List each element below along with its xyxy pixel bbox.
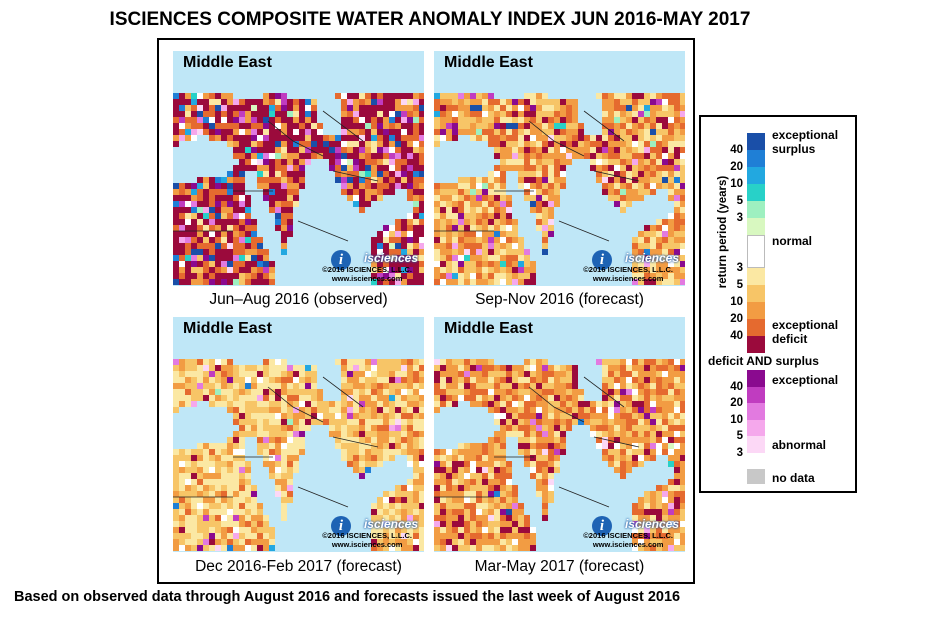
legend-swatch-deficit [747,268,765,285]
anomaly-raster [173,359,424,551]
footnote: Based on observed data through August 20… [14,589,681,605]
anomaly-raster [434,359,685,551]
region-label: Middle East [183,54,272,71]
isciences-logo-icon: i [592,516,612,536]
maps-frame: Middle East i isciences ©2016 ISCIENCES,… [157,38,695,584]
legend-axis-title: return period (years) [717,175,729,289]
brand-wordmark: isciences [363,251,418,265]
legend-swatch-normal [747,235,765,268]
legend-deficit-and-surplus-title: deficit AND surplus [708,354,819,368]
region-label: Middle East [444,320,533,337]
legend-swatch-surplus [747,150,765,167]
legend-tick-deficit: 40 [730,330,743,342]
legend-tick-deficit: 5 [736,279,743,291]
legend-tick-both: 5 [736,430,743,442]
legend-swatch-both [747,436,765,453]
region-label: Middle East [183,320,272,337]
isciences-logo-icon: i [592,250,612,270]
legend-tick-both: 3 [736,446,743,459]
legend-swatch-surplus [747,167,765,184]
legend-label-no-data: no data [772,471,815,485]
brand-wordmark: isciences [624,251,679,265]
map-panel-dec-feb-2017: Middle East i isciences ©2016 ISCIENCES,… [173,317,424,552]
legend-tick-both: 10 [730,413,743,426]
copyright: ©2016 ISCIENCES, L.L.C. www.isciences.com [583,265,673,283]
map-panel-mar-may-2017: Middle East i isciences ©2016 ISCIENCES,… [434,317,685,552]
legend-swatch-surplus [747,184,765,201]
country-borders [173,110,379,242]
legend-swatch-both [747,403,765,420]
anomaly-raster [434,93,685,285]
legend-tick-surplus: 10 [730,178,743,190]
legend-tick-surplus: 40 [730,144,743,156]
legend-tick-surplus: 20 [730,161,743,173]
copyright: ©2016 ISCIENCES, L.L.C. www.isciences.com [322,265,412,283]
legend-label-exceptional-deficit: exceptional deficit [772,318,839,346]
country-borders [434,376,640,508]
legend-swatch-deficit [747,336,765,353]
panel-caption: Jun–Aug 2016 (observed) [209,291,388,308]
legend-label-both-abnormal: abnormal [772,438,827,452]
isciences-logo-icon: i [331,250,351,270]
page-title: ISCIENCES COMPOSITE WATER ANOMALY INDEX … [109,9,751,30]
map-panel-sep-nov-2016: Middle East i isciences ©2016 ISCIENCES,… [434,51,685,286]
copyright: ©2016 ISCIENCES, L.L.C. www.isciences.com [322,531,412,549]
map-panel-jun-aug-2016: Middle East i isciences ©2016 ISCIENCES,… [173,51,424,286]
region-label: Middle East [444,54,533,71]
panel-caption: Sep-Nov 2016 (forecast) [475,291,644,308]
anomaly-map [434,317,685,552]
legend-swatch-deficit [747,285,765,302]
legend-swatch-deficit [747,319,765,336]
anomaly-map [434,51,685,286]
legend-swatch-no-data [747,469,765,484]
legend-swatch-surplus [747,133,765,150]
brand-wordmark: isciences [363,517,418,531]
legend-tick-both: 20 [730,397,743,409]
country-borders [434,110,640,242]
legend-label-exceptional-surplus: exceptional surplus [772,128,839,156]
copyright: ©2016 ISCIENCES, L.L.C. www.isciences.com [583,531,673,549]
anomaly-raster [173,93,424,285]
legend-label-normal: normal [772,234,813,248]
anomaly-map [173,317,424,552]
legend-tick-both: 40 [730,380,743,393]
country-borders [173,376,379,508]
legend-swatch-deficit [747,302,765,319]
legend-swatch-both [747,370,765,387]
legend-tick-deficit: 20 [730,313,743,325]
legend-swatch-surplus [747,218,765,235]
legend-tick-surplus: 5 [736,195,743,207]
brand-wordmark: isciences [624,517,679,531]
legend-tick-deficit: 3 [736,262,743,274]
panel-caption: Mar-May 2017 (forecast) [474,558,645,575]
legend-label-both-exceptional: exceptional [772,373,839,387]
anomaly-map [173,51,424,286]
legend-tick-surplus: 3 [736,212,743,224]
legend-swatch-surplus [747,201,765,218]
panel-caption: Dec 2016-Feb 2017 (forecast) [195,558,402,575]
legend-tick-deficit: 10 [730,296,743,308]
legend-swatch-both [747,419,765,436]
isciences-logo-icon: i [331,516,351,536]
legend: return period (years) exceptional surplu… [699,115,857,493]
legend-swatch-both [747,386,765,403]
